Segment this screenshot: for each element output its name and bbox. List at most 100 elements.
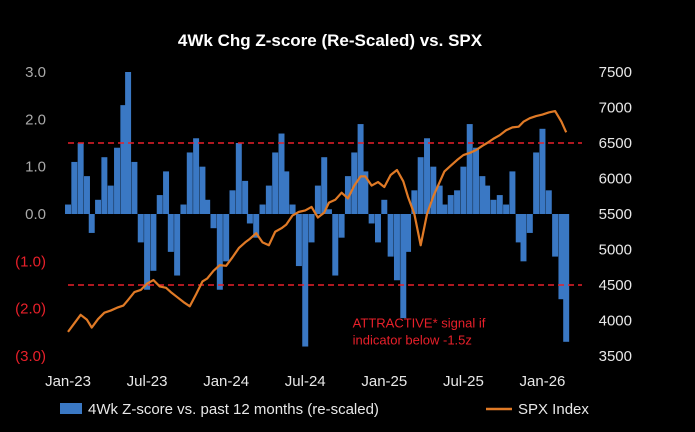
bars-layer	[65, 72, 570, 347]
zscore-bar-27	[229, 190, 236, 214]
zscore-bar-51	[375, 214, 381, 243]
zscore-bar-14	[150, 214, 157, 271]
zscore-bar-49	[362, 171, 369, 214]
spx-line	[67, 109, 568, 333]
left-tick-label-3: 0.0	[25, 206, 46, 223]
right-tick-label-6: 4500	[599, 277, 632, 294]
zscore-bar-76	[526, 214, 533, 233]
zscore-bar-78	[539, 128, 546, 214]
zscore-bar-66	[466, 124, 473, 214]
left-tick-label-4: (1.0)	[15, 253, 46, 270]
x-tick-label-1: Jul-23	[127, 373, 168, 390]
zscore-bar-80	[552, 214, 559, 257]
x-tick-label-6: Jan-26	[520, 373, 566, 390]
zscore-bar-67	[473, 147, 480, 214]
threshold-layer	[68, 142, 582, 286]
zscore-bar-54	[393, 214, 400, 281]
right-tick-label-5: 5000	[599, 242, 632, 259]
right-tick-label-2: 6500	[599, 135, 632, 152]
x-tick-label-4: Jan-25	[361, 373, 407, 390]
left-axis: 3.0 2.0 1.0 0.0 (1.0) (2.0) (3.0)	[15, 64, 46, 365]
zscore-bar-37	[289, 204, 296, 214]
annotation-line-2: indicator below -1.5z	[353, 333, 472, 348]
zscore-bar-82	[563, 214, 570, 342]
zscore-bar-20	[186, 152, 193, 214]
right-tick-label-4: 5500	[599, 206, 632, 223]
legend-label-line: SPX Index	[518, 401, 589, 418]
zscore-bar-19	[180, 204, 187, 214]
chart-title: 4Wk Chg Z-score (Re-Scaled) vs. SPX	[178, 31, 483, 50]
zscore-bar-45	[338, 214, 345, 238]
right-tick-label-7: 4000	[599, 313, 632, 330]
zscore-bar-12	[137, 214, 144, 243]
zscore-bar-35	[278, 133, 285, 214]
zscore-bar-43	[325, 209, 332, 214]
zscore-bar-74	[515, 214, 522, 243]
zscore-bar-6	[101, 157, 108, 214]
zscore-bar-50	[368, 214, 375, 224]
zscore-bar-47	[351, 152, 358, 214]
zscore-bar-36	[283, 171, 290, 214]
zscore-bar-44	[332, 214, 339, 276]
zscore-bar-33	[265, 185, 272, 214]
zscore-bar-29	[242, 180, 249, 214]
zscore-bar-2	[77, 143, 84, 214]
zscore-bar-0	[65, 204, 71, 214]
zscore-bar-58	[417, 157, 424, 214]
zscore-bar-40	[308, 214, 315, 243]
zscore-bar-21	[193, 138, 200, 214]
zscore-bar-60	[430, 166, 437, 214]
legend-swatch-bar	[60, 403, 82, 414]
zscore-bar-61	[436, 185, 443, 214]
x-tick-label-2: Jan-24	[203, 373, 249, 390]
zscore-bar-22	[199, 166, 206, 214]
zscore-bar-71	[496, 195, 503, 214]
zscore-bar-30	[246, 214, 253, 224]
zscore-bar-56	[405, 214, 412, 252]
zscore-bar-16	[163, 171, 170, 214]
zscore-bar-42	[321, 157, 328, 214]
zscore-bar-5	[95, 199, 102, 214]
left-tick-label-0: 3.0	[25, 64, 46, 81]
zscore-bar-1	[71, 161, 78, 214]
zscore-bar-4	[88, 214, 95, 233]
zscore-bar-57	[411, 190, 418, 214]
zscore-bar-69	[484, 185, 491, 214]
zscore-bar-68	[479, 176, 486, 214]
line-layer	[67, 109, 568, 333]
x-tick-label-3: Jul-24	[285, 373, 326, 390]
zscore-bar-31	[253, 214, 260, 238]
annotation: ATTRACTIVE* signal if indicator below -1…	[353, 316, 486, 348]
zscore-bar-63	[447, 195, 454, 214]
left-tick-label-2: 1.0	[25, 159, 46, 176]
left-tick-label-1: 2.0	[25, 111, 46, 128]
zscore-bar-17	[167, 214, 174, 252]
annotation-line-1: ATTRACTIVE* signal if	[353, 316, 486, 331]
zscore-bar-15	[156, 195, 163, 214]
right-tick-label-0: 7500	[599, 64, 632, 81]
right-tick-label-3: 6000	[599, 171, 632, 188]
zscore-bar-11	[131, 161, 138, 214]
zscore-bar-23	[204, 199, 211, 214]
zscore-bar-70	[490, 199, 497, 214]
zscore-bar-75	[520, 214, 527, 262]
zscore-bar-41	[314, 185, 321, 214]
zscore-bar-24	[210, 214, 217, 229]
zscore-bar-32	[259, 204, 266, 214]
zscore-bar-65	[460, 166, 467, 214]
x-tick-label-5: Jul-25	[443, 373, 484, 390]
zscore-bar-64	[454, 190, 461, 214]
x-tick-label-0: Jan-23	[45, 373, 91, 390]
zscore-bar-7	[107, 185, 114, 214]
zscore-bar-62	[441, 204, 448, 214]
zscore-bar-77	[533, 152, 540, 214]
zscore-bar-46	[344, 176, 351, 214]
zscore-bar-59	[424, 138, 430, 214]
x-axis: Jan-23 Jul-23 Jan-24 Jul-24 Jan-25 Jul-25 Jan-…	[45, 373, 565, 390]
zscore-bar-28	[235, 143, 242, 214]
zscore-bar-55	[400, 214, 407, 319]
zscore-bar-48	[357, 124, 364, 214]
zscore-bar-25	[216, 214, 223, 290]
